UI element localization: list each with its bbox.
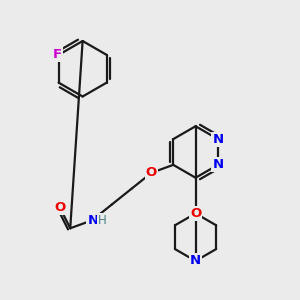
Text: N: N: [190, 254, 201, 268]
Text: F: F: [53, 48, 62, 62]
Text: O: O: [190, 207, 201, 220]
Text: H: H: [98, 214, 106, 227]
Text: O: O: [146, 166, 157, 179]
Text: O: O: [55, 201, 66, 214]
Text: N: N: [212, 158, 224, 171]
Text: N: N: [212, 133, 224, 146]
Text: N: N: [88, 214, 99, 227]
